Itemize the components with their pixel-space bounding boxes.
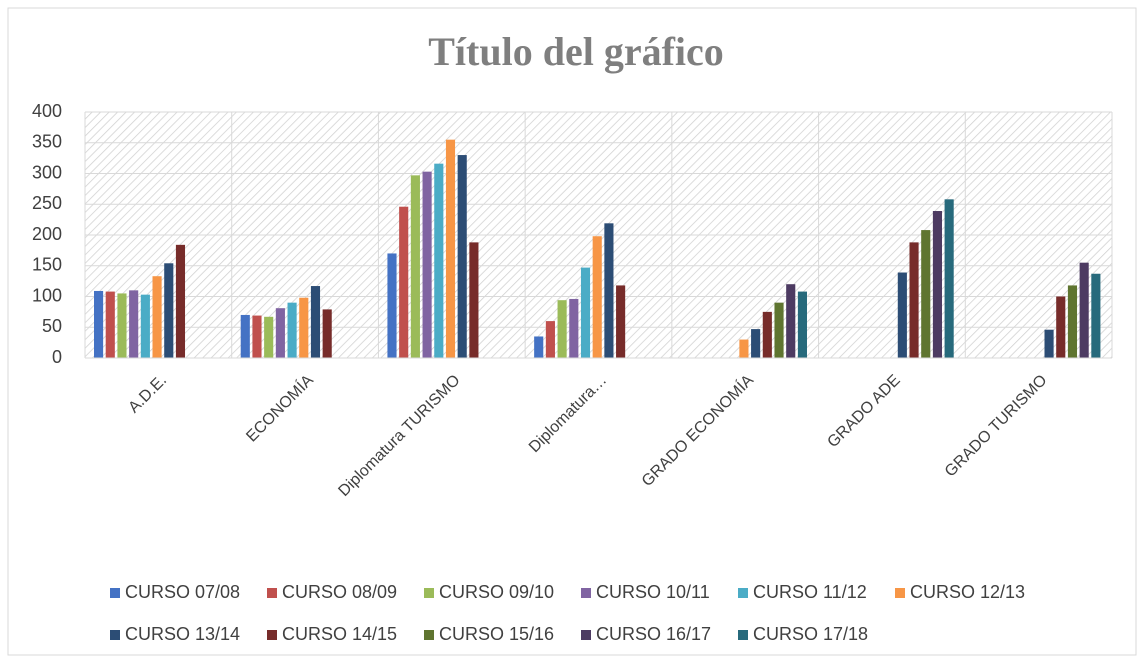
- bar: [557, 300, 567, 358]
- bar: [739, 339, 749, 358]
- bar: [592, 236, 602, 358]
- bar: [569, 298, 579, 358]
- bar: [129, 290, 139, 358]
- bar: [616, 285, 626, 358]
- bar: [117, 293, 127, 358]
- bar: [310, 286, 321, 358]
- y-tick-label: 100: [32, 285, 62, 305]
- legend-swatch: [267, 588, 277, 598]
- bar: [921, 230, 931, 358]
- legend-swatch: [738, 630, 748, 640]
- bar: [422, 171, 432, 358]
- bar: [434, 163, 444, 358]
- legend-label: CURSO 11/12: [753, 582, 867, 602]
- bar: [944, 199, 954, 358]
- y-tick-label: 350: [32, 132, 62, 152]
- legend-swatch: [267, 630, 277, 640]
- bar: [932, 211, 943, 358]
- legend-swatch: [424, 630, 434, 640]
- bar: [240, 314, 250, 358]
- bar: [287, 302, 297, 358]
- legend-label: CURSO 07/08: [125, 582, 240, 602]
- legend-swatch: [581, 588, 591, 598]
- bar: [786, 284, 796, 358]
- bar: [175, 244, 186, 358]
- bar: [545, 321, 555, 358]
- legend-swatch: [110, 630, 120, 640]
- bar: [152, 276, 162, 358]
- bar: [140, 294, 150, 358]
- bar: [909, 242, 919, 358]
- bar: [105, 291, 115, 358]
- bar: [275, 308, 285, 358]
- bar: [1056, 296, 1066, 358]
- legend-label: CURSO 15/16: [439, 624, 554, 644]
- y-tick-label: 200: [32, 224, 62, 244]
- bar: [580, 267, 591, 358]
- y-tick-label: 0: [52, 347, 62, 367]
- bar: [751, 329, 761, 358]
- bar: [164, 263, 174, 358]
- legend-label: CURSO 17/18: [753, 624, 868, 644]
- bar: [1091, 273, 1101, 358]
- legend-swatch: [738, 588, 748, 598]
- legend-label: CURSO 09/10: [439, 582, 554, 602]
- bar: [897, 272, 907, 358]
- bar: [797, 291, 807, 358]
- bar: [774, 302, 784, 358]
- bar: [387, 253, 397, 358]
- y-tick-label: 400: [32, 101, 62, 121]
- legend-label: CURSO 14/15: [282, 624, 397, 644]
- legend-swatch: [424, 588, 434, 598]
- legend-label: CURSO 08/09: [282, 582, 397, 602]
- bar: [399, 206, 409, 358]
- bar: [252, 315, 262, 358]
- legend-label: CURSO 16/17: [596, 624, 711, 644]
- bar: [94, 290, 104, 358]
- chart-title: Título del gráfico: [428, 29, 724, 74]
- legend-label: CURSO 12/13: [910, 582, 1025, 602]
- bar: [322, 309, 332, 358]
- legend-swatch: [895, 588, 905, 598]
- bar: [299, 297, 309, 358]
- bar: [410, 175, 420, 358]
- bar: [457, 155, 467, 358]
- legend-swatch: [581, 630, 591, 640]
- bar: [469, 242, 479, 358]
- y-tick-label: 250: [32, 193, 62, 213]
- bar: [1044, 329, 1054, 358]
- bar: [604, 223, 614, 358]
- bar: [445, 139, 456, 358]
- bar: [264, 316, 274, 358]
- legend-label: CURSO 13/14: [125, 624, 240, 644]
- legend-label: CURSO 10/11: [596, 582, 710, 602]
- y-tick-label: 300: [32, 162, 62, 182]
- y-tick-label: 150: [32, 255, 62, 275]
- y-tick-label: 50: [42, 316, 62, 336]
- bar: [762, 311, 772, 358]
- bar: [1067, 285, 1078, 358]
- legend-swatch: [110, 588, 120, 598]
- bar: [1079, 262, 1089, 358]
- bar: [534, 336, 544, 358]
